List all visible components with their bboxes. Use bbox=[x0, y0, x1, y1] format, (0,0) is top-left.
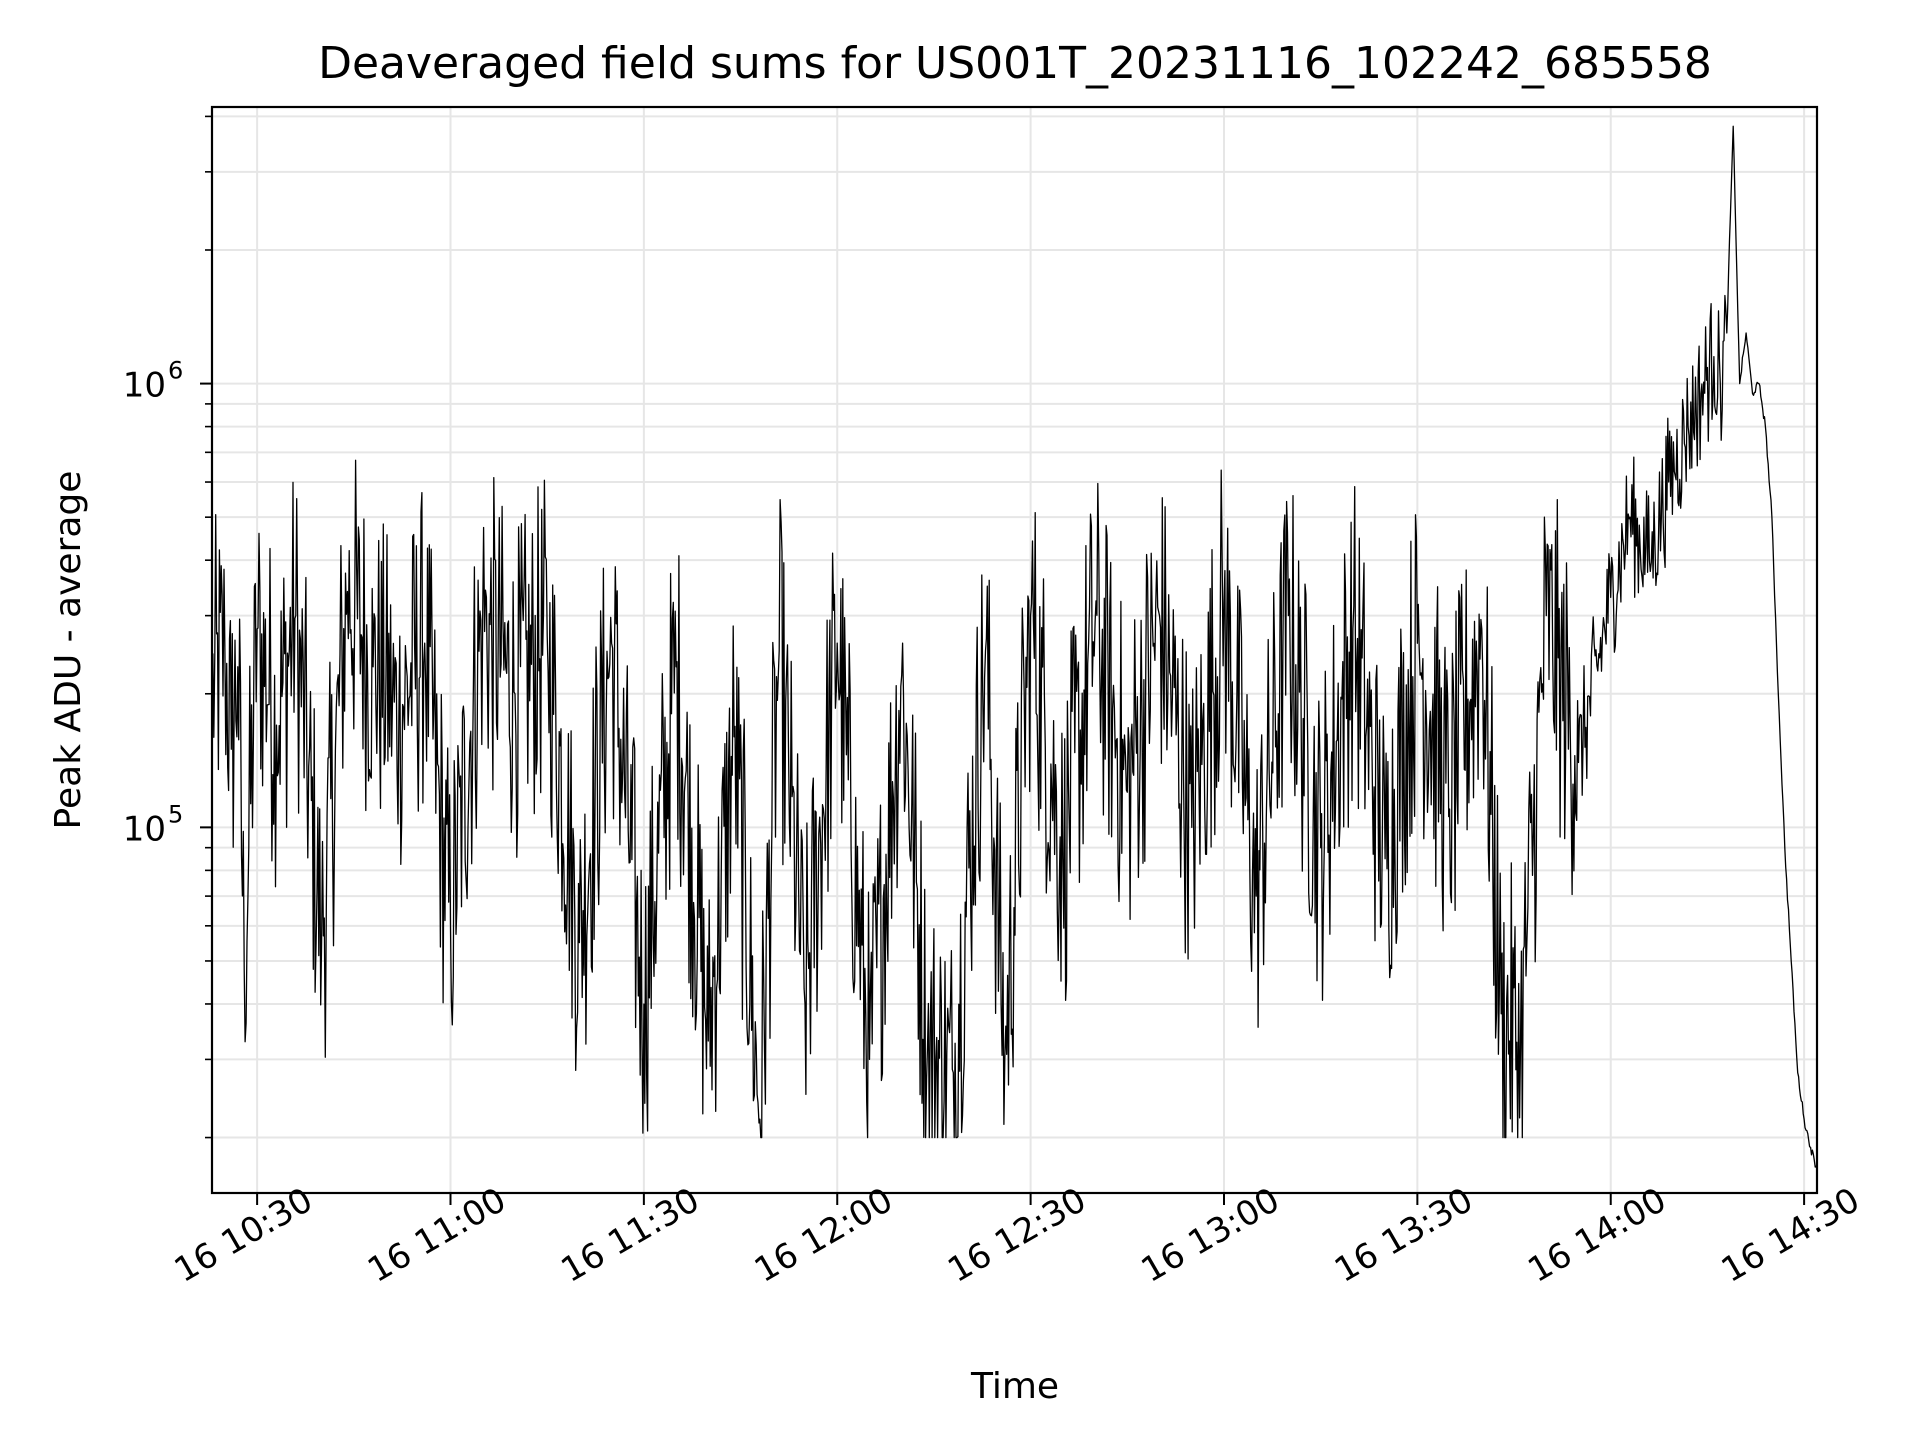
y-tick-label: 10 bbox=[123, 366, 166, 406]
y-tick-exponent: 5 bbox=[168, 800, 183, 828]
y-axis-label: Peak ADU - average bbox=[48, 471, 89, 830]
chart-title: Deaveraged field sums for US001T_2023111… bbox=[318, 38, 1712, 89]
y-tick-exponent: 6 bbox=[168, 357, 183, 385]
plot-area bbox=[210, 105, 1819, 1195]
series-layer bbox=[211, 125, 1818, 1170]
y-tick-label: 10 bbox=[123, 809, 166, 849]
series-line bbox=[211, 125, 1818, 1170]
x-axis-label: Time bbox=[970, 1366, 1059, 1407]
